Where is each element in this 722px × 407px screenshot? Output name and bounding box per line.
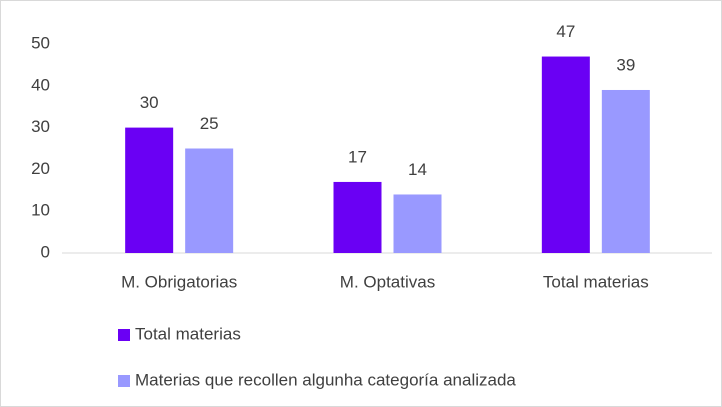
y-tick-label: 30 [31,117,50,136]
y-tick-label: 20 [31,159,50,178]
bar [601,89,650,253]
bar [185,148,234,253]
data-label: 30 [140,93,159,112]
legend-label: Materias que recollen algunha categoría … [135,370,516,389]
legend-swatch [118,375,130,387]
data-label: 47 [556,22,575,41]
bar [393,194,442,253]
y-tick-label: 50 [31,33,50,52]
legend-swatch [118,329,130,341]
y-tick-label: 0 [41,242,50,261]
y-tick-label: 10 [31,201,50,220]
x-tick-label: M. Optativas [340,272,435,291]
data-label: 14 [408,160,427,179]
y-tick-label: 40 [31,75,50,94]
bar [333,181,382,253]
x-tick-label: Total materias [543,272,649,291]
data-label: 25 [200,114,219,133]
legend-label: Total materias [135,324,241,343]
data-label: 17 [348,147,367,166]
bar [125,127,174,253]
bar [541,56,590,253]
x-tick-label: M. Obrigatorias [121,272,237,291]
data-label: 39 [616,55,635,74]
